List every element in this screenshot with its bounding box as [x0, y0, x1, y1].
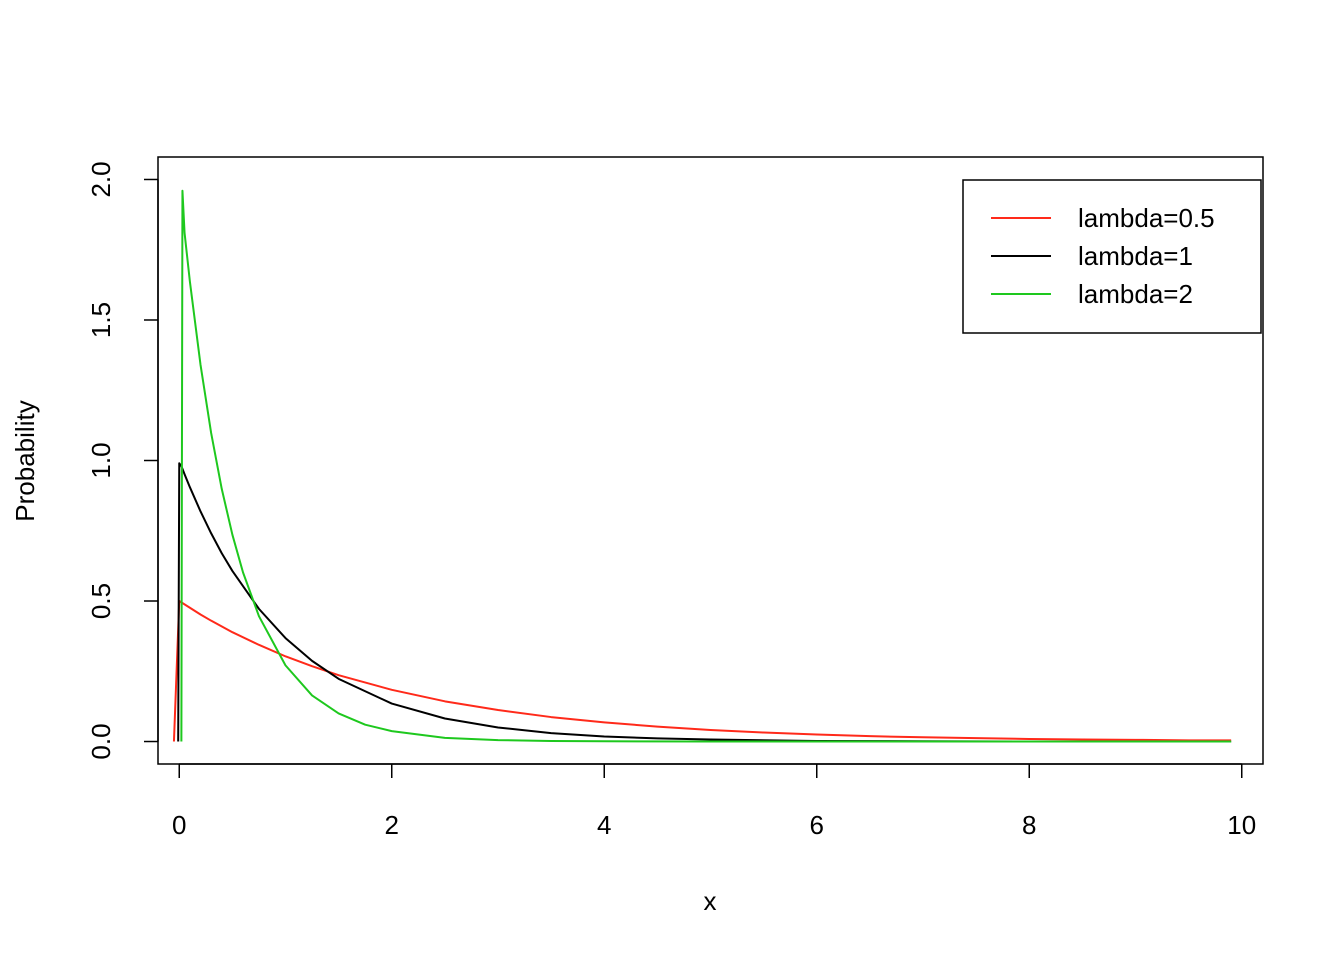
x-tick-label: 6: [810, 810, 824, 840]
series-layer: [172, 189, 1232, 743]
series-line-0: [172, 600, 1232, 742]
legend-label-1: lambda=1: [1078, 241, 1193, 271]
y-tick-label: 2.0: [86, 161, 116, 197]
y-tick-label: 0.0: [86, 723, 116, 759]
y-axis-label: Probability: [10, 400, 40, 521]
x-axis: 0 2 4 6 8 10: [172, 763, 1256, 840]
x-axis-label: x: [704, 886, 717, 916]
x-tick-label: 2: [385, 810, 399, 840]
series-line-1: [177, 462, 1232, 743]
y-tick-label: 1.5: [86, 302, 116, 338]
y-tick-label: 0.5: [86, 583, 116, 619]
legend: lambda=0.5 lambda=1 lambda=2: [962, 179, 1262, 334]
x-tick-label: 8: [1022, 810, 1036, 840]
y-tick-label: 1.0: [86, 442, 116, 478]
y-axis: 0.0 0.5 1.0 1.5 2.0: [86, 161, 159, 760]
x-tick-label: 10: [1227, 810, 1256, 840]
legend-label-2: lambda=2: [1078, 279, 1193, 309]
series-line-2: [180, 189, 1232, 743]
x-tick-label: 4: [597, 810, 611, 840]
legend-label-0: lambda=0.5: [1078, 203, 1215, 233]
x-tick-label: 0: [172, 810, 186, 840]
